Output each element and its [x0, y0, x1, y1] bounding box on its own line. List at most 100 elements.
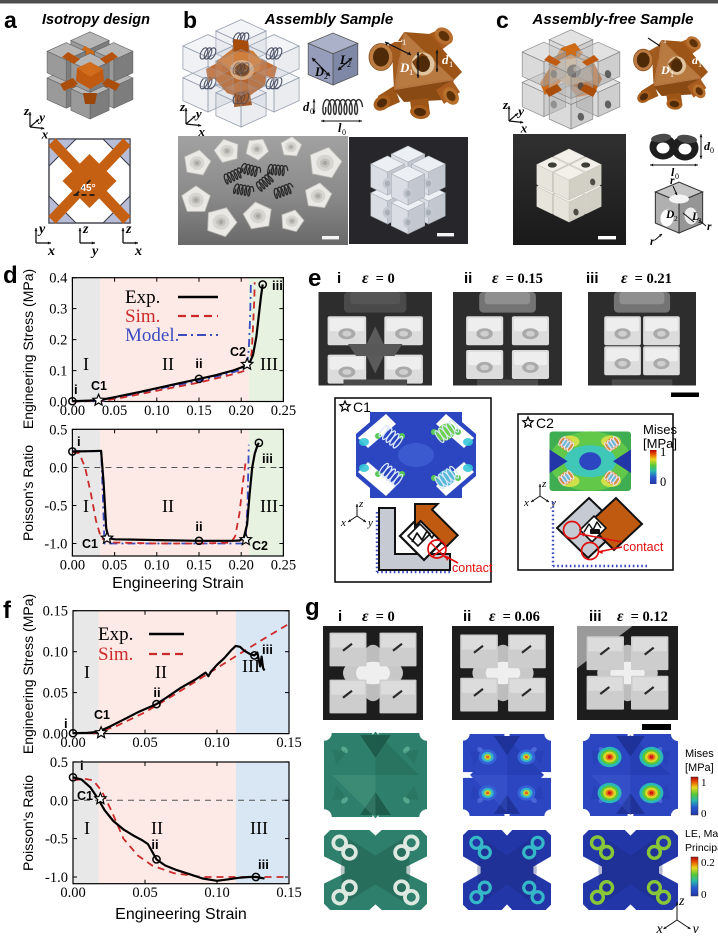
svg-text:Assembly-free Sample: Assembly-free Sample — [532, 11, 694, 28]
svg-text:-0.5: -0.5 — [45, 832, 68, 848]
svg-text:ii: ii — [195, 356, 202, 371]
svg-text:= 0.21: = 0.21 — [631, 271, 672, 287]
svg-text:L: L — [339, 53, 348, 67]
svg-text:L: L — [394, 30, 403, 45]
svg-text:C2: C2 — [536, 415, 554, 431]
svg-text:Engineering Strain: Engineering Strain — [115, 906, 247, 923]
svg-text:0.10: 0.10 — [204, 735, 229, 751]
svg-text:Isotropy design: Isotropy design — [42, 12, 150, 28]
svg-text:y: y — [90, 244, 99, 259]
svg-text:iii: iii — [258, 857, 269, 872]
svg-text:Exp.: Exp. — [125, 287, 160, 308]
svg-text:x: x — [523, 497, 529, 509]
svg-text:ii: ii — [464, 270, 472, 287]
svg-text:x: x — [340, 517, 346, 529]
svg-text:iii: iii — [589, 608, 602, 625]
svg-text:0.20: 0.20 — [229, 558, 254, 574]
svg-text:x: x — [134, 244, 142, 259]
svg-text:0.5: 0.5 — [50, 755, 68, 771]
svg-text:= 0.15: = 0.15 — [502, 271, 543, 287]
svg-text:iii: iii — [586, 270, 599, 287]
svg-text:r: r — [670, 175, 675, 187]
svg-text:D: D — [399, 60, 410, 75]
svg-text:r: r — [707, 221, 712, 233]
svg-text:0.00: 0.00 — [60, 558, 85, 574]
svg-text:ε: ε — [362, 608, 369, 625]
svg-text:III: III — [260, 354, 278, 374]
svg-text:iii: iii — [272, 278, 283, 293]
svg-text:i: i — [77, 434, 81, 449]
svg-text:0.10: 0.10 — [144, 403, 169, 419]
svg-text:D: D — [665, 209, 675, 221]
svg-text:Mises: Mises — [643, 422, 677, 437]
svg-text:d: d — [704, 139, 711, 153]
svg-text:0.00: 0.00 — [60, 403, 85, 419]
svg-text:III: III — [242, 656, 260, 676]
svg-text:C1: C1 — [77, 789, 93, 803]
svg-text:0.2: 0.2 — [701, 857, 715, 869]
svg-text:g: g — [305, 594, 320, 621]
svg-text:0.25: 0.25 — [271, 403, 296, 419]
svg-text:d: d — [303, 100, 310, 114]
svg-text:ε: ε — [489, 608, 496, 625]
svg-text:-0.5: -0.5 — [44, 499, 67, 515]
svg-text:0.15: 0.15 — [186, 403, 211, 419]
svg-text:1: 1 — [409, 67, 413, 77]
svg-text:a: a — [4, 7, 17, 33]
svg-text:Engineering Strain: Engineering Strain — [112, 575, 244, 592]
svg-text:2: 2 — [324, 72, 328, 81]
svg-text:0.05: 0.05 — [132, 735, 157, 751]
svg-text:0.5: 0.5 — [49, 423, 67, 439]
svg-text:i: i — [80, 758, 84, 773]
svg-text:x: x — [520, 120, 528, 135]
svg-text:1: 1 — [670, 70, 674, 79]
svg-text:Assembly Sample: Assembly Sample — [264, 11, 393, 28]
svg-text:0.0: 0.0 — [49, 461, 67, 477]
svg-text:0.15: 0.15 — [276, 885, 301, 901]
svg-text:LE, Max.: LE, Max. — [685, 828, 718, 840]
svg-text:i: i — [337, 270, 341, 287]
svg-text:z: z — [678, 894, 685, 909]
svg-text:Engineering Stress (MPa): Engineering Stress (MPa) — [20, 269, 36, 429]
svg-text:0.2: 0.2 — [49, 333, 67, 349]
svg-text:d: d — [442, 52, 449, 67]
svg-text:x: x — [197, 124, 205, 139]
svg-text:0: 0 — [701, 889, 707, 901]
svg-text:= 0.12: = 0.12 — [627, 609, 668, 625]
svg-text:i: i — [338, 608, 342, 625]
svg-text:C1: C1 — [94, 708, 110, 722]
svg-text:D: D — [314, 65, 324, 79]
svg-text:I: I — [84, 818, 90, 838]
svg-text:Poisson's Ratio: Poisson's Ratio — [20, 775, 36, 871]
svg-text:ε: ε — [621, 270, 628, 287]
svg-text:1: 1 — [663, 36, 667, 45]
svg-text:0.20: 0.20 — [229, 403, 254, 419]
svg-text:0.00: 0.00 — [60, 735, 85, 751]
svg-text:Exp.: Exp. — [98, 624, 133, 645]
svg-text:D: D — [660, 63, 670, 77]
svg-text:[MPa]: [MPa] — [685, 762, 714, 774]
svg-text:ii: ii — [195, 519, 202, 534]
svg-text:0.10: 0.10 — [204, 885, 229, 901]
svg-text:0.15: 0.15 — [186, 558, 211, 574]
svg-text:iii: iii — [262, 451, 273, 466]
svg-text:L: L — [655, 29, 663, 43]
svg-text:C2: C2 — [252, 539, 268, 553]
svg-text:iii: iii — [262, 642, 273, 657]
svg-text:b: b — [183, 7, 197, 33]
svg-text:i: i — [64, 716, 68, 731]
svg-text:I: I — [84, 662, 90, 682]
svg-text:= 0: = 0 — [372, 609, 395, 625]
svg-text:-1.0: -1.0 — [44, 537, 67, 553]
svg-text:II: II — [155, 662, 167, 682]
svg-text:0.00: 0.00 — [60, 885, 85, 901]
svg-text:I: I — [83, 354, 89, 374]
svg-text:f: f — [3, 597, 12, 624]
svg-text:y: y — [367, 517, 373, 529]
svg-text:x: x — [656, 922, 664, 933]
svg-text:Engineering Stress (MPa): Engineering Stress (MPa) — [20, 594, 36, 754]
svg-text:x: x — [41, 126, 49, 141]
svg-text:z: z — [23, 103, 30, 118]
svg-text:z: z — [502, 97, 509, 112]
svg-text:III: III — [260, 496, 278, 516]
